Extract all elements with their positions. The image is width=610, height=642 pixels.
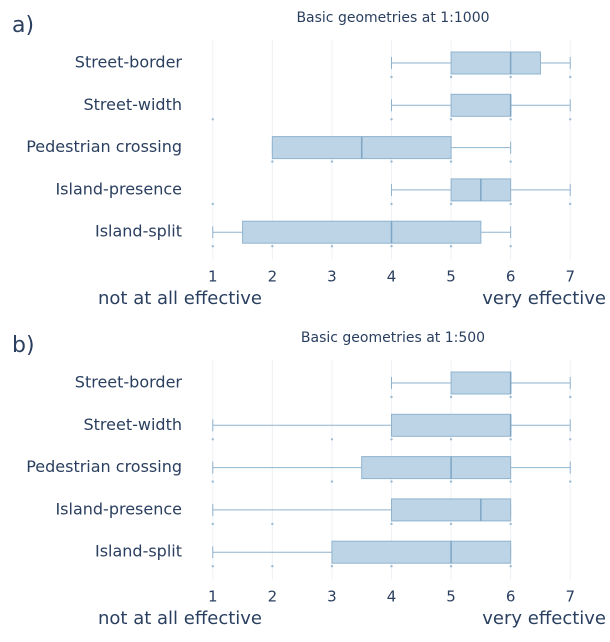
point: [569, 438, 572, 441]
box: [391, 413, 512, 437]
point: [449, 202, 453, 206]
chart-title: Basic geometries at 1:500: [301, 330, 485, 346]
point: [449, 480, 453, 483]
x-axis-label-left: not at all effective: [98, 288, 262, 309]
point: [330, 245, 334, 248]
point: [330, 438, 334, 441]
point: [449, 75, 453, 79]
x-tick-label: 2: [268, 588, 278, 606]
category-label: Street-width: [84, 415, 183, 434]
point: [271, 160, 274, 163]
point: [271, 565, 274, 568]
point: [390, 160, 393, 163]
point: [449, 160, 453, 163]
point: [211, 118, 214, 121]
x-tick-label: 1: [208, 588, 218, 606]
x-tick-label: 6: [506, 588, 516, 606]
point: [509, 565, 512, 568]
box: [331, 540, 512, 564]
point: [569, 480, 572, 483]
point: [509, 480, 512, 483]
category-label: Pedestrian crossing: [26, 137, 182, 156]
category-label: Island-presence: [55, 179, 182, 198]
point: [449, 522, 453, 526]
category-label: Island-presence: [55, 499, 182, 518]
x-tick-label: 7: [565, 268, 575, 286]
point: [509, 160, 512, 163]
category-label: Island-split: [95, 222, 182, 241]
point: [390, 565, 393, 568]
point: [390, 245, 393, 248]
x-tick-label: 4: [387, 588, 397, 606]
x-tick-label: 4: [387, 268, 397, 286]
point: [509, 245, 512, 248]
point: [390, 75, 393, 79]
point: [211, 438, 214, 441]
category-label: Pedestrian crossing: [26, 457, 182, 476]
x-axis-label-left: not at all effective: [98, 608, 262, 629]
point: [271, 245, 274, 248]
x-tick-label: 1: [208, 268, 218, 286]
box: [242, 220, 482, 244]
point: [390, 522, 393, 526]
point: [509, 438, 512, 441]
point: [569, 202, 572, 206]
point: [211, 522, 214, 526]
category-label: Street-border: [75, 373, 183, 392]
point: [211, 245, 214, 248]
point: [271, 522, 274, 526]
x-tick-label: 3: [327, 588, 337, 606]
point: [569, 395, 572, 399]
box: [450, 51, 541, 75]
point: [390, 480, 393, 483]
point: [211, 202, 214, 206]
chart-title: Basic geometries at 1:1000: [296, 10, 489, 26]
point: [449, 395, 453, 399]
point: [330, 160, 334, 163]
point: [509, 522, 512, 526]
point: [569, 75, 572, 79]
point: [390, 438, 393, 441]
point: [449, 118, 453, 121]
point: [449, 245, 453, 248]
point: [509, 118, 512, 121]
point: [390, 395, 393, 399]
x-axis-label-right: very effective: [482, 288, 606, 309]
point: [330, 565, 334, 568]
box: [450, 93, 512, 117]
category-label: Street-width: [84, 95, 183, 114]
x-tick-label: 3: [327, 268, 337, 286]
point: [509, 395, 512, 399]
category-label: Island-split: [95, 542, 182, 561]
point: [509, 75, 512, 79]
point: [390, 202, 393, 206]
x-tick-label: 6: [506, 268, 516, 286]
x-axis-label-right: very effective: [482, 608, 606, 629]
x-tick-label: 5: [446, 588, 456, 606]
box: [361, 456, 512, 480]
panel-label: a): [12, 13, 34, 38]
panel-label: b): [12, 333, 35, 358]
point: [330, 480, 334, 483]
x-tick-label: 7: [565, 588, 575, 606]
x-tick-label: 5: [446, 268, 456, 286]
box: [450, 371, 512, 395]
point: [449, 565, 453, 568]
point: [569, 118, 572, 121]
category-label: Street-border: [75, 53, 183, 72]
point: [390, 118, 393, 121]
point: [509, 202, 512, 206]
point: [211, 480, 214, 483]
point: [211, 565, 214, 568]
point: [449, 438, 453, 441]
x-tick-label: 2: [268, 268, 278, 286]
box: [391, 498, 512, 522]
